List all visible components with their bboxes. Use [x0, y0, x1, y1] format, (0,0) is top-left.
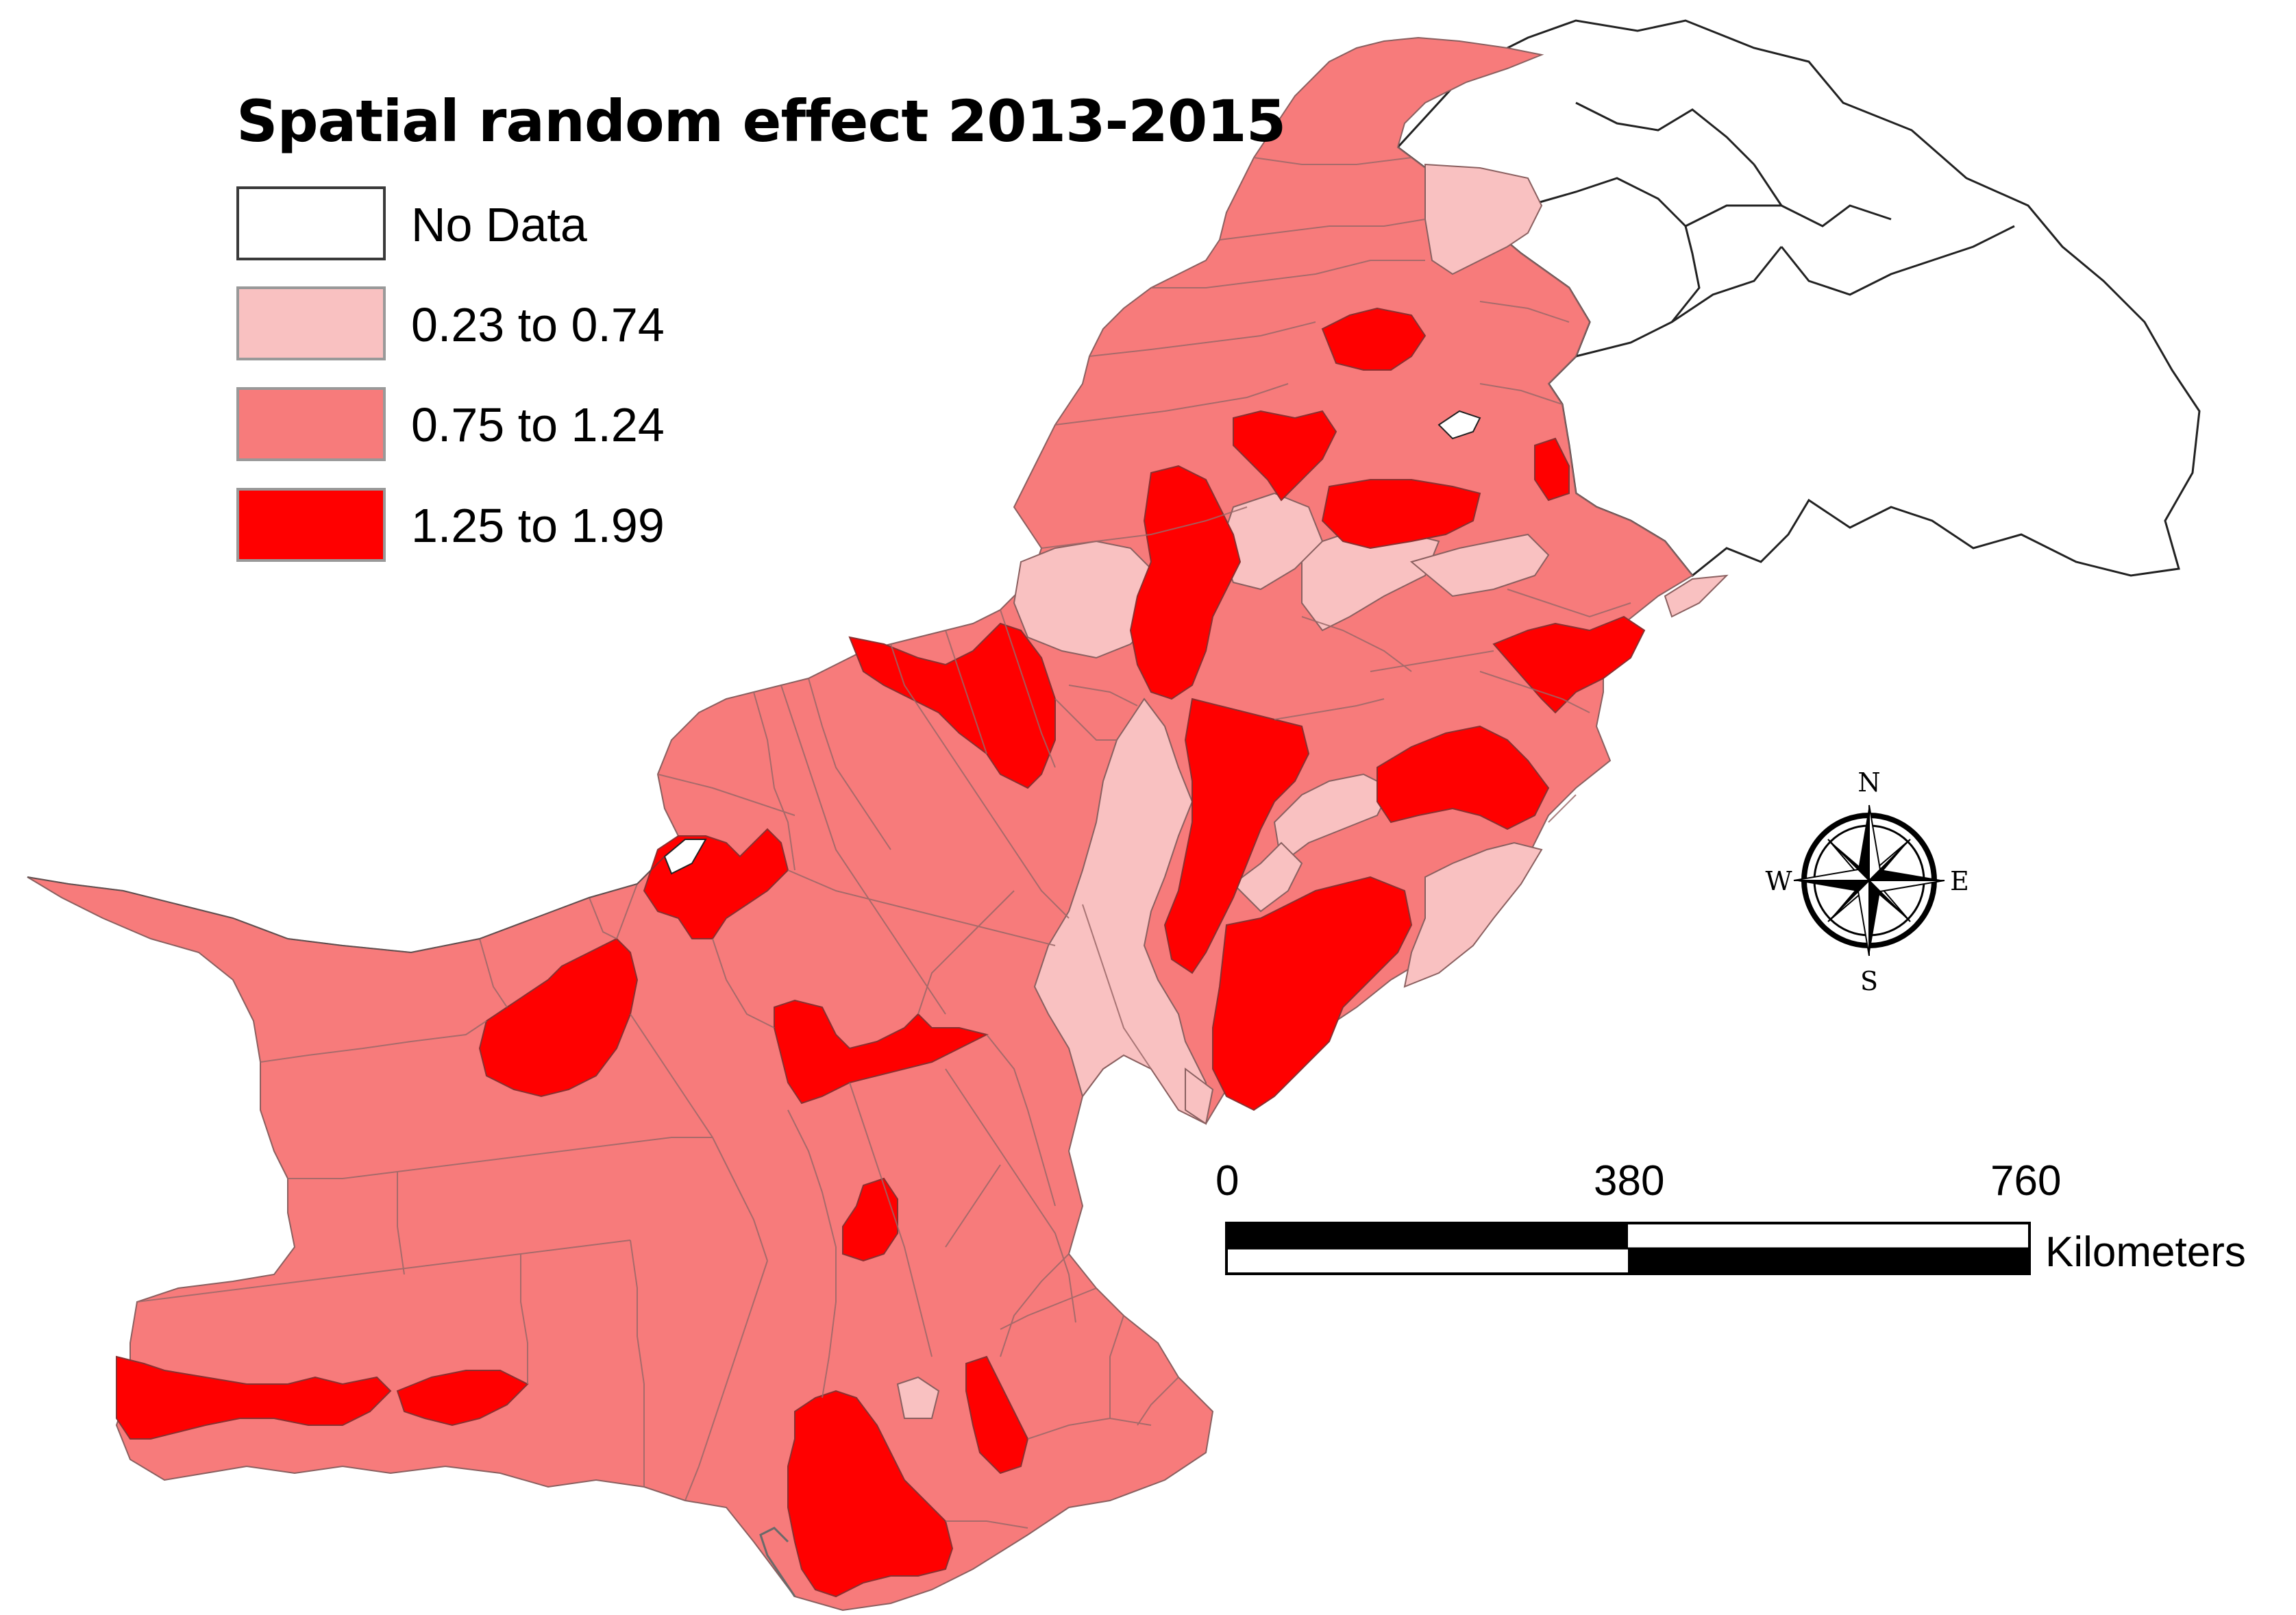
scale-unit-label: Kilometers [2045, 1229, 2246, 1276]
region-mid-main [27, 36, 1694, 1612]
legend-swatch-low [236, 286, 386, 360]
compass-east: E [1950, 866, 1969, 896]
district-borders [136, 157, 1631, 1529]
scale-tick-380: 380 [1594, 1157, 1665, 1205]
compass-south: S [1860, 966, 1878, 996]
compass-north: N [1857, 767, 1880, 798]
legend-swatch-mid [236, 387, 386, 461]
legend-label-high: 1.25 to 1.99 [411, 499, 665, 552]
scale-tick-760: 760 [1990, 1157, 2062, 1205]
legend-swatch-no-data [236, 186, 386, 260]
no-data-internal-borders [1479, 101, 2015, 358]
scale-bar [1225, 1222, 2031, 1275]
coastline [759, 1527, 796, 1597]
legend-label-low: 0.23 to 0.74 [411, 298, 665, 352]
scale-tick-0: 0 [1215, 1157, 1239, 1205]
border-notch [663, 839, 707, 875]
legend-label-no-data: No Data [411, 198, 587, 251]
lake [1437, 410, 1481, 440]
map-title: Spatial random effect 2013-2015 [236, 88, 1286, 155]
country-outline [27, 856, 665, 954]
compass-west: W [1765, 866, 1792, 896]
compass-rose: N S E W [1765, 767, 1968, 996]
legend-label-mid: 0.75 to 1.24 [411, 398, 665, 452]
legend-swatch-high [236, 488, 386, 562]
